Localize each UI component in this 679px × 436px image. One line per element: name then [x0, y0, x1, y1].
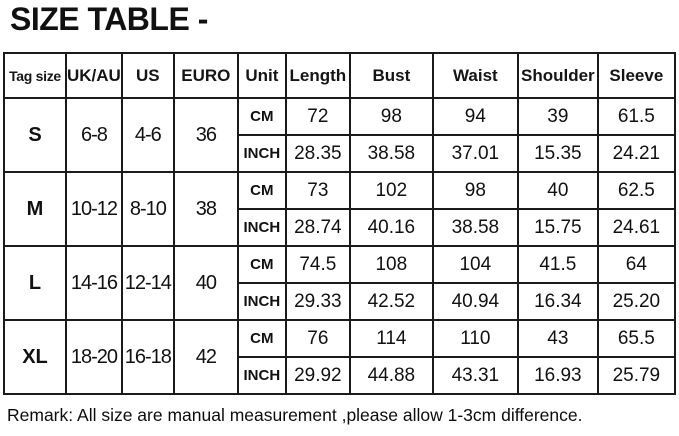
remark-text: Remark: All size are manual measurement … [7, 405, 583, 425]
cell-unit-cm: CM [236, 97, 287, 136]
cell-unit-cm: CM [236, 171, 287, 210]
cell-inch-bust: 40.16 [348, 208, 434, 247]
cell-tag-size: S [3, 97, 67, 173]
cell-euro: 38 [172, 171, 239, 247]
cell-unit-cm: CM [236, 245, 287, 284]
header-us: US [120, 52, 175, 99]
cell-cm-waist: 94 [431, 97, 519, 136]
cell-euro: 36 [172, 97, 239, 173]
header-uk-au: UK/AU [65, 52, 123, 99]
cell-uk-au: 6-8 [65, 97, 123, 173]
cell-inch-sleeve: 25.79 [596, 356, 676, 395]
cell-tag-size: L [3, 245, 67, 321]
cell-cm-bust: 108 [348, 245, 434, 284]
cell-unit-inch: INCH [236, 282, 287, 321]
cell-cm-bust: 102 [348, 171, 434, 210]
header-row: Tag size UK/AU US EURO Unit Length Bust … [3, 52, 676, 99]
cell-cm-shoulder: 40 [516, 171, 599, 210]
header-euro: EURO [172, 52, 239, 99]
cell-cm-sleeve: 62.5 [596, 171, 676, 210]
header-bust: Bust [348, 52, 434, 99]
header-tag-size: Tag size [3, 52, 67, 99]
cell-inch-shoulder: 15.35 [516, 134, 599, 173]
cell-inch-sleeve: 24.61 [596, 208, 676, 247]
cell-unit-inch: INCH [236, 134, 287, 173]
size-table: Tag size UK/AU US EURO Unit Length Bust … [3, 52, 676, 395]
table-row: INCH 28.74 40.16 38.58 15.75 24.61 [4, 208, 676, 247]
table-row: M 10-12 8-10 38 CM 73 102 98 40 62.5 [3, 171, 676, 247]
cell-cm-shoulder: 39 [516, 97, 599, 136]
cell-inch-shoulder: 16.93 [516, 356, 599, 395]
cell-cm-sleeve: 61.5 [596, 97, 676, 136]
cell-inch-waist: 38.58 [431, 208, 519, 247]
cell-cm-length: 74.5 [284, 245, 351, 284]
cell-cm-shoulder: 43 [516, 319, 599, 358]
cell-euro: 40 [172, 245, 239, 321]
header-sleeve: Sleeve [596, 52, 676, 99]
cell-us: 16-18 [120, 319, 175, 395]
cell-inch-sleeve: 24.21 [596, 134, 676, 173]
cell-inch-shoulder: 15.75 [516, 208, 599, 247]
cell-cm-shoulder: 41.5 [516, 245, 599, 284]
cell-inch-length: 29.92 [284, 356, 351, 395]
cell-tag-size: XL [3, 319, 67, 395]
cell-inch-bust: 44.88 [348, 356, 434, 395]
table-row: INCH 29.92 44.88 43.31 16.93 25.79 [4, 356, 676, 395]
table-row: L 14-16 12-14 40 CM 74.5 108 104 41.5 64 [3, 245, 676, 321]
cell-inch-length: 28.35 [284, 134, 351, 173]
cell-cm-waist: 104 [431, 245, 519, 284]
cell-cm-sleeve: 64 [596, 245, 676, 284]
cell-cm-sleeve: 65.5 [596, 319, 676, 358]
cell-inch-bust: 38.58 [348, 134, 434, 173]
cell-unit-inch: INCH [236, 356, 287, 395]
header-unit: Unit [236, 52, 287, 99]
cell-inch-length: 29.33 [284, 282, 351, 321]
page-title: SIZE TABLE - [10, 1, 208, 37]
cell-cm-waist: 110 [431, 319, 519, 358]
table-row: INCH 28.35 38.58 37.01 15.35 24.21 [4, 134, 676, 173]
cell-inch-length: 28.74 [284, 208, 351, 247]
header-shoulder: Shoulder [516, 52, 599, 99]
cell-inch-sleeve: 25.20 [596, 282, 676, 321]
cell-us: 12-14 [120, 245, 175, 321]
cell-inch-waist: 40.94 [431, 282, 519, 321]
header-length: Length [284, 52, 351, 99]
cell-unit-inch: INCH [236, 208, 287, 247]
table-row: S 6-8 4-6 36 CM 72 98 94 39 61.5 [3, 97, 676, 173]
cell-inch-waist: 43.31 [431, 356, 519, 395]
cell-us: 4-6 [120, 97, 175, 173]
cell-inch-bust: 42.52 [348, 282, 434, 321]
cell-euro: 42 [172, 319, 239, 395]
cell-cm-bust: 114 [348, 319, 434, 358]
cell-cm-length: 76 [284, 319, 351, 358]
cell-inch-waist: 37.01 [431, 134, 519, 173]
cell-uk-au: 18-20 [65, 319, 123, 395]
cell-cm-waist: 98 [431, 171, 519, 210]
table-row: XL 18-20 16-18 42 CM 76 114 110 43 65.5 [3, 319, 676, 395]
cell-uk-au: 10-12 [65, 171, 123, 247]
cell-unit-cm: CM [236, 319, 287, 358]
cell-uk-au: 14-16 [65, 245, 123, 321]
cell-inch-shoulder: 16.34 [516, 282, 599, 321]
table-row: INCH 29.33 42.52 40.94 16.34 25.20 [4, 282, 676, 321]
header-waist: Waist [431, 52, 519, 99]
cell-cm-bust: 98 [348, 97, 434, 136]
cell-tag-size: M [3, 171, 67, 247]
cell-cm-length: 73 [284, 171, 351, 210]
cell-cm-length: 72 [284, 97, 351, 136]
cell-us: 8-10 [120, 171, 175, 247]
